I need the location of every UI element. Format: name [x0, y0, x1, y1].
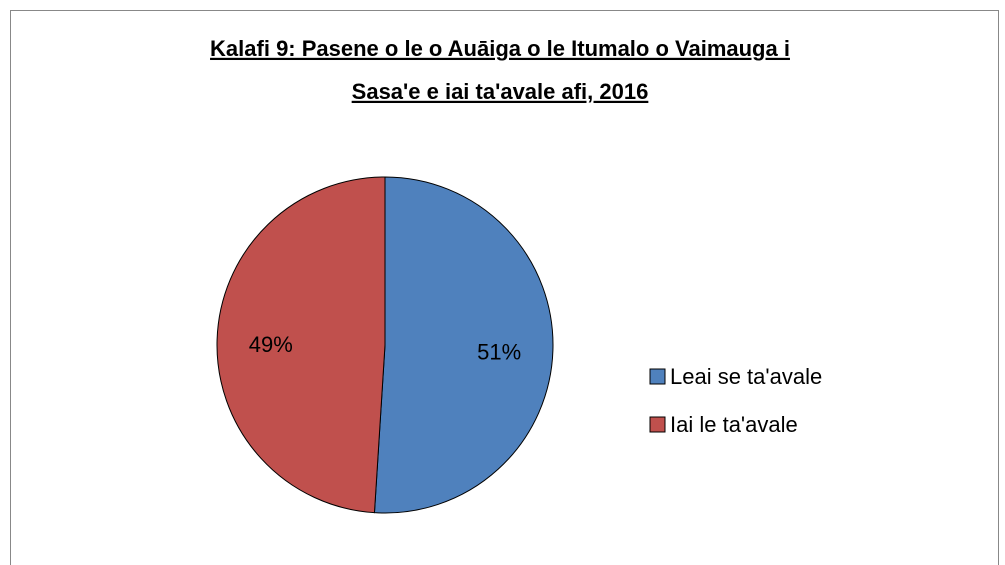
- chart-title: Kalafi 9: Pasene o le o Auāiga o le Itum…: [210, 36, 790, 61]
- legend-label: Leai se ta'avale: [670, 364, 822, 389]
- chart-title: Sasa'e e iai ta'avale afi, 2016: [352, 79, 649, 104]
- pie-slice: [216, 176, 386, 514]
- data-label: 49%: [249, 332, 293, 357]
- pie-slice: [373, 176, 554, 514]
- legend-label: Iai le ta'avale: [670, 412, 798, 437]
- legend-swatch: [649, 368, 666, 385]
- legend-swatch: [649, 416, 666, 433]
- data-label: 51%: [477, 339, 521, 364]
- chart-border: [10, 10, 999, 565]
